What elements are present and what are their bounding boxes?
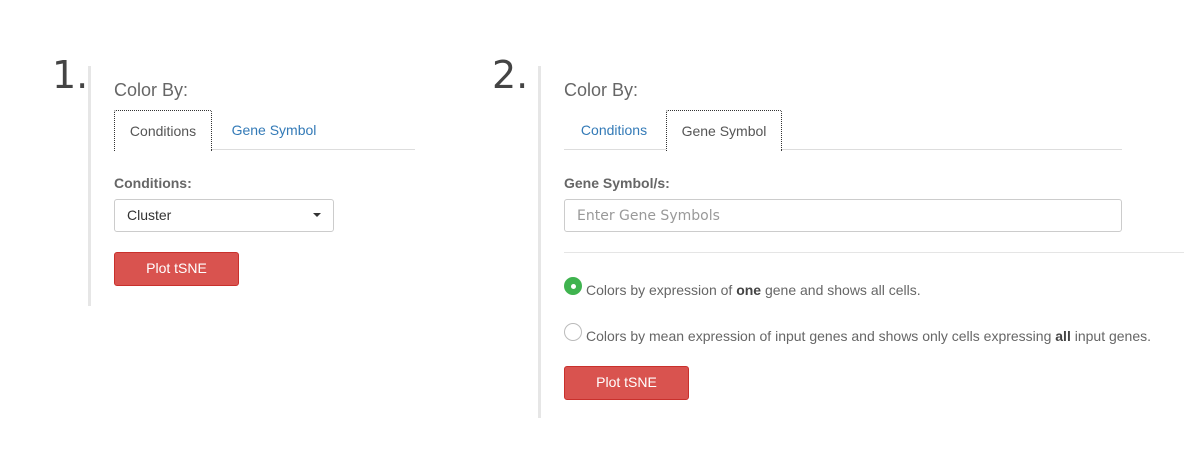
color-by-tabs: Conditions Gene Symbol: [564, 110, 1122, 151]
radio-one-gene[interactable]: [564, 277, 582, 295]
color-by-label: Color By:: [564, 80, 639, 100]
divider: [564, 252, 1184, 253]
step-2-panel: [538, 66, 1186, 418]
tab-conditions[interactable]: Conditions: [580, 122, 648, 138]
tab-gene-symbol[interactable]: Gene Symbol: [231, 122, 317, 138]
tab-gene-symbol[interactable]: Gene Symbol: [666, 110, 782, 151]
color-by-tabs: Conditions Gene Symbol: [114, 110, 415, 151]
step-2-number: 2.: [492, 53, 529, 97]
conditions-select[interactable]: Cluster: [114, 199, 334, 232]
plot-tsne-button[interactable]: Plot tSNE: [114, 252, 239, 286]
conditions-label: Conditions:: [114, 175, 192, 191]
gene-symbol-input[interactable]: [564, 199, 1122, 232]
step-1-panel: [88, 66, 428, 306]
color-by-label: Color By:: [114, 80, 189, 100]
radio-mean-expression[interactable]: [564, 323, 582, 341]
gene-symbol-label: Gene Symbol/s:: [564, 175, 670, 191]
tab-conditions[interactable]: Conditions: [114, 110, 212, 151]
radio-one-gene-label[interactable]: Colors by expression of one gene and sho…: [586, 282, 921, 298]
step-1-number: 1.: [52, 53, 89, 97]
radio-mean-expression-label[interactable]: Colors by mean expression of input genes…: [586, 328, 1152, 344]
chevron-down-icon: [313, 213, 321, 217]
plot-tsne-button[interactable]: Plot tSNE: [564, 366, 689, 400]
conditions-select-value: Cluster: [127, 207, 172, 223]
